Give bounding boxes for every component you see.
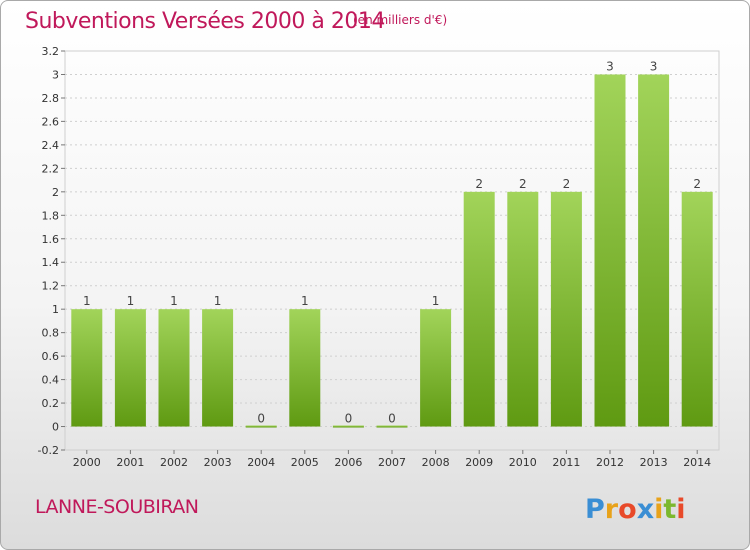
bar-2010 bbox=[507, 191, 539, 427]
y-tick-label: 2.2 bbox=[42, 162, 60, 175]
x-tick-label-2012: 2012 bbox=[596, 456, 624, 469]
data-label-2000: 1 bbox=[83, 294, 91, 308]
data-label-2005: 1 bbox=[301, 294, 309, 308]
data-label-2014: 2 bbox=[693, 177, 701, 191]
y-tick-label: 1.8 bbox=[42, 209, 60, 222]
bar-2006 bbox=[332, 425, 364, 428]
x-tick-label-2011: 2011 bbox=[552, 456, 580, 469]
x-tick-label-2006: 2006 bbox=[334, 456, 362, 469]
data-label-2009: 2 bbox=[475, 177, 483, 191]
x-tick-label-2005: 2005 bbox=[291, 456, 319, 469]
bar-2003 bbox=[202, 309, 234, 427]
x-tick-label-2002: 2002 bbox=[160, 456, 188, 469]
chart-title: Subventions Versées 2000 à 2014 bbox=[25, 9, 385, 34]
y-tick-label: 0.2 bbox=[42, 397, 60, 410]
bar-2002 bbox=[158, 309, 190, 427]
data-label-2011: 2 bbox=[563, 177, 571, 191]
data-label-2002: 1 bbox=[170, 294, 178, 308]
data-label-2008: 1 bbox=[432, 294, 440, 308]
x-tick-label-2003: 2003 bbox=[204, 456, 232, 469]
y-tick-label: 1.2 bbox=[42, 280, 60, 293]
bars bbox=[71, 74, 713, 428]
y-tick-label: 0 bbox=[52, 421, 59, 434]
bar-2012 bbox=[594, 74, 626, 427]
bar-2005 bbox=[289, 309, 321, 427]
bar-2008 bbox=[420, 309, 452, 427]
y-tick-label: 2 bbox=[52, 186, 59, 199]
bar-2014 bbox=[681, 191, 713, 427]
data-label-2010: 2 bbox=[519, 177, 527, 191]
x-tick-label-2001: 2001 bbox=[116, 456, 144, 469]
y-tick-label: 1.6 bbox=[42, 233, 60, 246]
data-labels: 1 1 1 1 0 1 0 0 1 2 2 2 3 3 2 bbox=[83, 59, 701, 425]
unit-note: (en milliers d'€) bbox=[353, 13, 448, 27]
x-tick-label-2009: 2009 bbox=[465, 456, 493, 469]
bar-2000 bbox=[71, 309, 103, 427]
data-label-2001: 1 bbox=[127, 294, 135, 308]
x-tick-label-2010: 2010 bbox=[509, 456, 537, 469]
data-label-2004: 0 bbox=[257, 412, 265, 426]
y-tick-label: 1 bbox=[52, 303, 59, 316]
bar-2001 bbox=[114, 309, 146, 427]
y-tick-label: 0.6 bbox=[42, 350, 60, 363]
y-tick-label: 3.2 bbox=[42, 45, 60, 58]
bar-2004 bbox=[245, 425, 277, 428]
commune-name: LANNE-SOUBIRAN bbox=[35, 496, 199, 518]
y-tick-label: 0.8 bbox=[42, 327, 60, 340]
y-tick-label: 1.4 bbox=[42, 256, 60, 269]
svg-text:Proxiti: Proxiti bbox=[585, 494, 686, 525]
bar-2009 bbox=[463, 191, 495, 427]
y-tick-label: 2.4 bbox=[42, 139, 60, 152]
x-tick-label-2014: 2014 bbox=[683, 456, 711, 469]
data-label-2013: 3 bbox=[650, 59, 658, 73]
x-axis-ticks: 2000 2001 2002 2003 2004 2005 2006 2007 2008 2009… bbox=[73, 450, 711, 469]
bar-2013 bbox=[638, 74, 670, 427]
y-tick-label: 2.8 bbox=[42, 92, 60, 105]
proxiti-logo[interactable]: Proxiti bbox=[583, 488, 693, 528]
data-label-2003: 1 bbox=[214, 294, 222, 308]
x-tick-label-2008: 2008 bbox=[422, 456, 450, 469]
y-tick-label: 2.6 bbox=[42, 115, 60, 128]
data-label-2012: 3 bbox=[606, 59, 614, 73]
x-tick-label-2000: 2000 bbox=[73, 456, 101, 469]
y-tick-label: 3 bbox=[52, 68, 59, 81]
y-tick-label: -0.2 bbox=[38, 444, 59, 457]
bar-2011 bbox=[550, 191, 582, 427]
bar-2007 bbox=[376, 425, 408, 428]
y-axis-ticks: -0.2 0 0.2 0.4 0.6 0.8 1 1.2 1.4 1.6 1.8 2 2.2 2.4 2.6… bbox=[38, 45, 65, 457]
x-tick-label-2013: 2013 bbox=[640, 456, 668, 469]
x-tick-label-2007: 2007 bbox=[378, 456, 406, 469]
data-label-2007: 0 bbox=[388, 412, 396, 426]
y-tick-label: 0.4 bbox=[42, 374, 60, 387]
x-tick-label-2004: 2004 bbox=[247, 456, 275, 469]
data-label-2006: 0 bbox=[345, 412, 353, 426]
